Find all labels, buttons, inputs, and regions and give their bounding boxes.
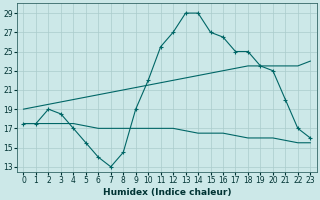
X-axis label: Humidex (Indice chaleur): Humidex (Indice chaleur) <box>103 188 231 197</box>
